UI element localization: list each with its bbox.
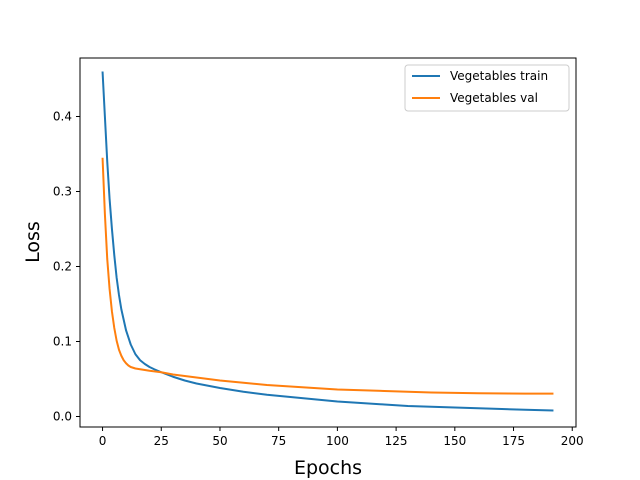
y-tick-label-0: 0.0 <box>53 410 72 424</box>
legend: Vegetables train Vegetables val <box>404 64 570 112</box>
series-line-0 <box>101 71 554 412</box>
axes-frame <box>79 57 577 428</box>
x-tick-label-5: 125 <box>385 434 408 448</box>
x-tick-label-7: 175 <box>502 434 525 448</box>
x-tick-label-1: 25 <box>154 434 169 448</box>
y-tick-label-4: 0.4 <box>53 110 72 124</box>
legend-box <box>404 64 570 112</box>
x-axis-label: Epochs <box>294 457 362 479</box>
x-tick-label-0: 0 <box>99 434 107 448</box>
x-tick-label-2: 50 <box>212 434 227 448</box>
x-axis-ticks: 0 25 50 75 100 125 150 175 200 <box>99 427 584 448</box>
series-line-1 <box>101 157 554 395</box>
legend-label-val: Vegetables val <box>450 91 538 105</box>
y-axis-ticks: 0.0 0.1 0.2 0.3 0.4 <box>53 110 80 424</box>
y-axis-label: Loss <box>22 221 44 263</box>
legend-label-train: Vegetables train <box>450 69 548 83</box>
x-tick-label-6: 150 <box>443 434 466 448</box>
x-tick-label-4: 100 <box>326 434 349 448</box>
x-tick-label-3: 75 <box>271 434 286 448</box>
y-tick-label-3: 0.3 <box>53 185 72 199</box>
y-tick-label-1: 0.1 <box>53 335 72 349</box>
plot-lines <box>101 71 554 412</box>
y-tick-label-2: 0.2 <box>53 260 72 274</box>
x-tick-label-8: 200 <box>561 434 584 448</box>
